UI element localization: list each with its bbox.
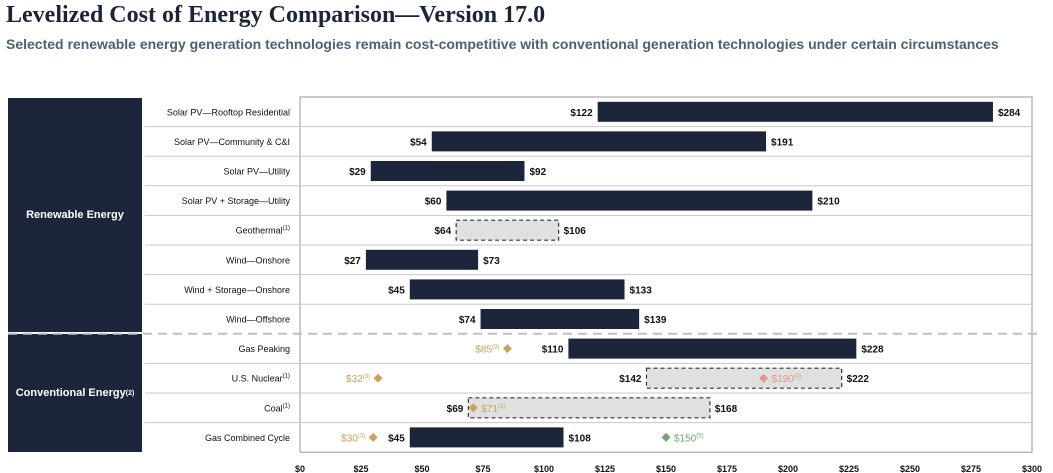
range-bar-wind-offshore [480,309,640,329]
range-bar-solar-pv-community-c-i [431,131,767,152]
category-conventional-energy: Conventional Energy (2) [8,334,142,452]
low-value-label: $74 [459,315,476,326]
range-bar-gas-peaking [568,338,857,359]
marker-label: $71(3) [481,404,505,415]
x-tick-label: $50 [414,464,429,473]
marker-label: $30(3) [341,433,365,444]
row-label-solar-pv-utility: Solar PV—Utility [223,167,290,177]
low-value-label: $64 [434,226,451,237]
range-bar-u-s-nuclear [645,367,843,389]
row-label-gas-combined-cycle: Gas Combined Cycle [205,433,290,443]
page-title: Levelized Cost of Energy Comparison—Vers… [6,2,546,28]
low-value-label: $69 [447,404,464,415]
marker-label: $32(3) [346,374,370,385]
low-value-label: $45 [388,433,405,444]
page-subtitle: Selected renewable energy generation tec… [6,36,999,52]
x-tick-label: $300 [1022,464,1042,473]
marker-label: $85(3) [475,345,499,356]
x-tick-label: $125 [595,464,615,473]
row-label-solar-pv-community-c-i: Solar PV—Community & C&I [174,137,290,147]
category-renewable-label: Renewable Energy [26,209,124,221]
range-bar-solar-pv-storage-utility [446,190,813,211]
row-label-wind-onshore: Wind—Onshore [226,255,290,265]
x-tick-label: $75 [475,464,490,473]
row-label-geothermal: Geothermal(1) [236,226,290,236]
x-tick-label: $175 [717,464,737,473]
row-label-solar-pv-storage-utility: Solar PV + Storage—Utility [182,196,291,206]
marker-diamond-gold [468,403,478,413]
marker-diamond-gold [373,373,383,383]
x-tick-label: $200 [778,464,798,473]
range-bar-solar-pv-rooftop-residential [597,101,993,122]
high-value-label: $133 [630,285,653,296]
low-value-label: $29 [349,167,366,178]
low-value-label: $122 [570,108,593,119]
marker-diamond-green [661,432,671,442]
row-label-coal: Coal(1) [264,403,290,413]
high-value-label: $139 [644,315,667,326]
range-bar-solar-pv-utility [370,161,525,181]
x-tick-label: $225 [839,464,859,473]
row-label-gas-peaking: Gas Peaking [238,344,290,354]
x-tick-label: $275 [961,464,981,473]
row-label-solar-pv-rooftop-residential: Solar PV—Rooftop Residential [167,107,290,117]
high-value-label: $228 [861,345,884,356]
range-bar-wind-onshore [365,249,479,270]
low-value-label: $60 [425,197,442,208]
low-value-label: $45 [388,285,405,296]
category-conventional-footnote: (2) [125,389,135,397]
high-value-label: $191 [771,137,794,148]
x-tick-label: $25 [353,464,368,473]
x-tick-label: $250 [900,464,920,473]
low-value-label: $142 [619,374,642,385]
marker-label: $190(4) [772,374,802,385]
range-bar-coal [467,397,711,419]
category-conventional-label: Conventional Energy [15,387,126,399]
high-value-label: $168 [715,404,738,415]
row-label-wind-offshore: Wind—Offshore [226,315,290,325]
x-tick-label: $100 [534,464,554,473]
marker-diamond-gold [368,432,378,442]
high-value-label: $108 [569,433,592,444]
marker-label: $150(5) [674,433,704,444]
range-bar-wind-storage-onshore [409,279,625,300]
marker-diamond-salmon [759,373,769,383]
low-value-label: $110 [542,345,564,356]
high-value-label: $73 [483,256,500,267]
high-value-label: $210 [817,197,840,208]
low-value-label: $54 [410,137,427,148]
x-tick-label: $150 [656,464,676,473]
category-renewable-energy: Renewable Energy [8,98,142,332]
high-value-label: $106 [564,226,587,237]
low-value-label: $27 [344,256,361,267]
high-value-label: $284 [998,108,1021,119]
x-tick-label: $0 [295,464,305,473]
row-label-u-s-nuclear: U.S. Nuclear(1) [232,374,290,384]
marker-diamond-gold [502,344,512,354]
high-value-label: $222 [847,374,870,385]
range-bar-geothermal [455,219,560,241]
row-label-wind-storage-onshore: Wind + Storage—Onshore [184,285,290,295]
high-value-label: $92 [529,167,546,178]
range-bar-gas-combined-cycle [409,427,564,448]
